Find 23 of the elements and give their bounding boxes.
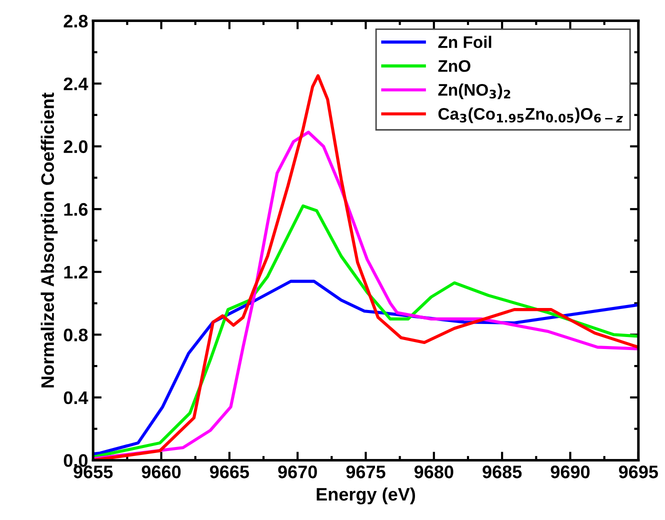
- y-tick-label: 0.8: [64, 328, 88, 342]
- y-tick-label: 2.4: [64, 78, 88, 90]
- x-tick-label: 9695: [618, 466, 658, 478]
- x-tick-label: 9655: [74, 466, 113, 478]
- x-tick-label: 9680: [414, 466, 454, 478]
- x-tick-label: 9685: [482, 466, 522, 478]
- x-tick-label: 9660: [142, 466, 181, 478]
- y-axis-title: Normalized Absorption Coefficient: [40, 92, 58, 388]
- y-tick-label: 2.0: [64, 140, 88, 154]
- y-tick-label: 0.0: [64, 454, 88, 467]
- y-tick-label: 2.8: [64, 14, 88, 28]
- legend-label: Zn Foil: [438, 36, 492, 48]
- x-tick-label: 9670: [278, 466, 317, 478]
- legend-label: Ca$_{3}$(Co$_{1.95}$Zn$_{0.05}$)O$_{6−z}$: [438, 108, 623, 124]
- y-tick-label: 1.2: [64, 266, 88, 278]
- x-axis-title: Energy (eV): [316, 487, 416, 504]
- x-tick-label: 9665: [210, 466, 250, 478]
- legend-label: ZnO: [438, 60, 470, 72]
- x-tick-label: 9675: [346, 466, 386, 478]
- y-tick-label: 1.6: [64, 203, 88, 216]
- y-tick-label: 0.4: [64, 391, 88, 404]
- legend-label: Zn(NO$_{3}$)$_{2}$: [438, 84, 510, 100]
- x-tick-label: 9690: [550, 466, 590, 478]
